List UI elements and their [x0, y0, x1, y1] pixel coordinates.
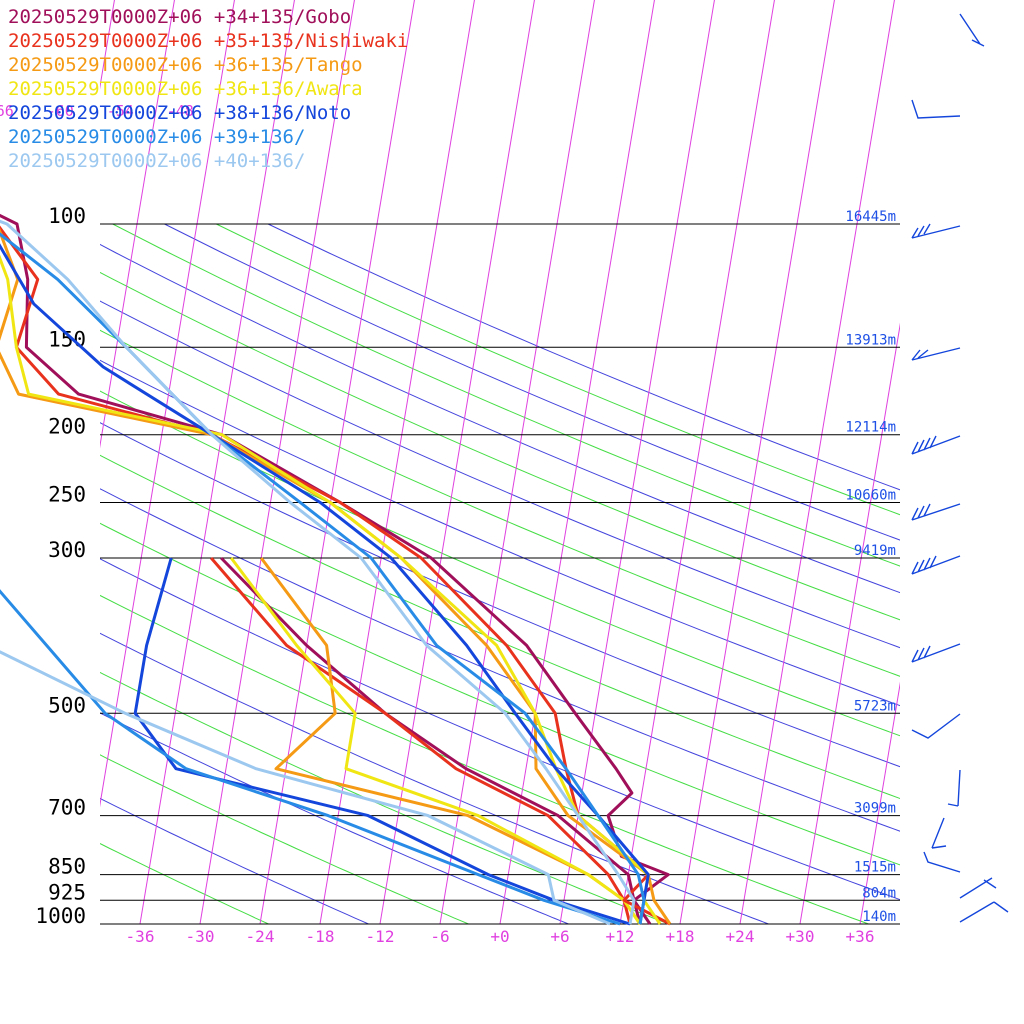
legend: 20250529T0000Z+06 +34+135/Gobo20250529T0… — [8, 6, 408, 172]
x-tick-label: +18 — [666, 927, 695, 946]
wind-barb — [911, 347, 961, 361]
isotherm-label: -48 — [167, 102, 194, 120]
pressure-label: 300 — [48, 538, 86, 562]
x-tick-label: +36 — [846, 927, 875, 946]
isotherm-line — [739, 0, 895, 924]
height-label: 16445m — [845, 209, 896, 225]
isotherm-label: -54 — [107, 102, 134, 120]
pressure-label: 925 — [48, 880, 86, 904]
wind-barb — [911, 223, 961, 239]
height-label: 5723m — [854, 698, 896, 714]
x-axis-tick-labels: -36 -30 -24 -18 -12 -6 +0 +6 +12 +18 +24 +30 +36 — [126, 927, 875, 946]
dewpoint-line — [133, 557, 631, 926]
dry-adiabat-line — [100, 271, 900, 621]
legend-entry: 20250529T0000Z+06 +40+136/ — [8, 150, 305, 172]
height-labels: 16445m 13913m 12114m 10660m 9419m 5723m 3099m 1… — [845, 209, 896, 925]
x-tick-label: +24 — [726, 927, 755, 946]
height-label: 10660m — [845, 488, 896, 504]
dry-adiabat-line — [100, 243, 900, 594]
wind-barb — [923, 851, 961, 873]
isotherm-line — [859, 681, 900, 924]
wind-barb — [959, 13, 985, 47]
wind-barb — [911, 713, 961, 739]
wind-barbs — [911, 13, 1009, 923]
x-tick-label: +6 — [550, 927, 569, 946]
pressure-label: 250 — [48, 483, 86, 507]
wind-barb — [959, 901, 1009, 923]
dewpoint-line — [210, 557, 632, 925]
legend-entry: 20250529T0000Z+06 +38+136/Noto — [8, 102, 351, 124]
x-tick-label: +30 — [786, 927, 815, 946]
pressure-lines — [100, 223, 900, 925]
x-tick-label: -6 — [430, 927, 449, 946]
isotherm-line — [0, 0, 4, 924]
legend-entry: 20250529T0000Z+06 +39+136/ — [8, 126, 305, 148]
height-label: 3099m — [854, 801, 896, 817]
wind-barb — [911, 555, 961, 575]
legend-entry: 20250529T0000Z+06 +36+136/Awara — [8, 78, 363, 100]
height-label: 140m — [862, 909, 896, 925]
height-label: 804m — [862, 885, 896, 901]
x-tick-label: -18 — [306, 927, 335, 946]
pressure-label: 500 — [48, 693, 86, 717]
height-label: 1515m — [854, 860, 896, 876]
dry-adiabat-line — [100, 300, 900, 649]
x-tick-label: -24 — [246, 927, 275, 946]
height-label: 13913m — [845, 332, 896, 348]
pressure-label: 200 — [48, 415, 86, 439]
wind-barb — [959, 877, 997, 899]
x-tick-label: -12 — [366, 927, 395, 946]
wind-barb — [931, 817, 947, 849]
isotherm-line — [499, 0, 655, 924]
isotherm-label: -60 — [47, 102, 74, 120]
pressure-label: 1000 — [35, 904, 86, 928]
temperature-line — [0, 243, 650, 925]
wind-barb — [911, 99, 961, 119]
isotherm-label: -66 — [0, 102, 14, 120]
isotherm-line — [379, 0, 535, 924]
dry-adiabat-line — [100, 843, 269, 924]
height-label: 9419m — [854, 543, 896, 559]
dry-adiabat-line — [100, 522, 900, 866]
wind-barb — [911, 435, 961, 455]
x-tick-label: +12 — [606, 927, 635, 946]
dewpoint-line — [229, 557, 642, 925]
legend-entry: 20250529T0000Z+06 +34+135/Gobo — [8, 6, 351, 28]
dry-adiabat-line — [112, 223, 900, 567]
x-tick-label: -36 — [126, 927, 155, 946]
upper-isotherm-labels: -66 -60 -54 -48 — [0, 102, 194, 120]
x-tick-label: +0 — [490, 927, 509, 946]
temperature-line — [0, 219, 636, 925]
pressure-label: 700 — [48, 796, 86, 820]
x-tick-label: -30 — [186, 927, 215, 946]
temperature-line — [0, 232, 646, 925]
height-label: 12114m — [845, 420, 896, 436]
isotherm-line — [619, 0, 775, 924]
sounding-series — [0, 213, 672, 926]
wind-barb — [911, 643, 961, 663]
pressure-label: 850 — [48, 855, 86, 879]
dewpoint-line — [0, 650, 611, 926]
legend-entry: 20250529T0000Z+06 +36+135/Tango — [8, 54, 363, 76]
wind-barb — [947, 769, 961, 807]
legend-entry: 20250529T0000Z+06 +35+135/Nishiwaki — [8, 30, 408, 52]
dry-adiabats — [100, 223, 900, 924]
pressure-label: 100 — [48, 204, 86, 228]
isotherm-line — [559, 0, 715, 924]
dewpoint-line — [0, 589, 621, 926]
wind-barb — [911, 503, 961, 521]
